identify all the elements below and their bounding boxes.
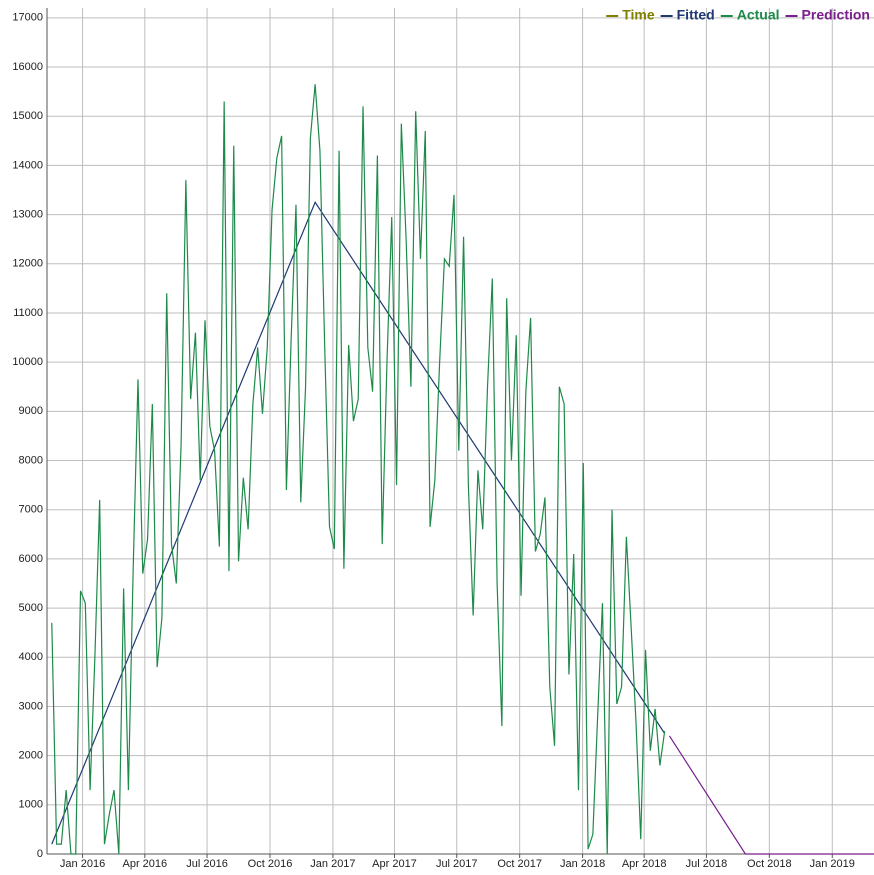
x-tick-label: Jul 2017 xyxy=(436,858,478,870)
series-line xyxy=(51,84,666,855)
legend-label: Fitted xyxy=(677,7,715,23)
x-tick-label: Apr 2017 xyxy=(372,858,417,870)
y-tick-label: 2000 xyxy=(19,750,43,762)
x-tick-label: Jan 2018 xyxy=(560,858,605,870)
x-tick-label: Oct 2018 xyxy=(747,858,792,870)
y-tick-label: 6000 xyxy=(19,553,43,565)
y-tick-label: 1000 xyxy=(19,799,43,811)
x-tick-label: Jul 2016 xyxy=(186,858,228,870)
y-tick-label: 9000 xyxy=(19,405,43,417)
legend-label: Prediction xyxy=(802,7,870,23)
y-tick-label: 14000 xyxy=(12,159,43,171)
legend: Prediction Actual Fitted Time xyxy=(606,7,870,23)
y-tick-label: 15000 xyxy=(12,110,43,122)
x-tick-label: Jul 2018 xyxy=(686,858,728,870)
y-tick-label: 5000 xyxy=(19,602,43,614)
x-tick-label: Jan 2017 xyxy=(310,858,355,870)
legend-label: Time xyxy=(622,7,655,23)
x-tick-label: Jan 2016 xyxy=(60,858,105,870)
x-tick-label: Oct 2017 xyxy=(497,858,542,870)
y-tick-label: 4000 xyxy=(19,651,43,663)
y-tick-label: 3000 xyxy=(19,700,43,712)
y-tick-label: 13000 xyxy=(12,208,43,220)
y-tick-label: 16000 xyxy=(12,61,43,73)
y-tick-label: 11000 xyxy=(13,307,43,319)
x-tick-label: Oct 2016 xyxy=(248,858,293,870)
y-tick-label: 12000 xyxy=(12,258,43,270)
y-tick-label: 7000 xyxy=(19,504,43,516)
series-line xyxy=(668,735,874,855)
y-tick-label: 8000 xyxy=(19,454,43,466)
x-tick-label: Apr 2016 xyxy=(122,858,167,870)
series-line xyxy=(51,201,666,845)
y-tick-label: 10000 xyxy=(12,356,43,368)
x-tick-label: Jan 2019 xyxy=(810,858,855,870)
y-tick-label: 0 xyxy=(37,848,43,860)
y-tick-label: 17000 xyxy=(12,12,43,24)
x-tick-label: Apr 2018 xyxy=(622,858,667,870)
legend-label: Actual xyxy=(737,7,780,23)
